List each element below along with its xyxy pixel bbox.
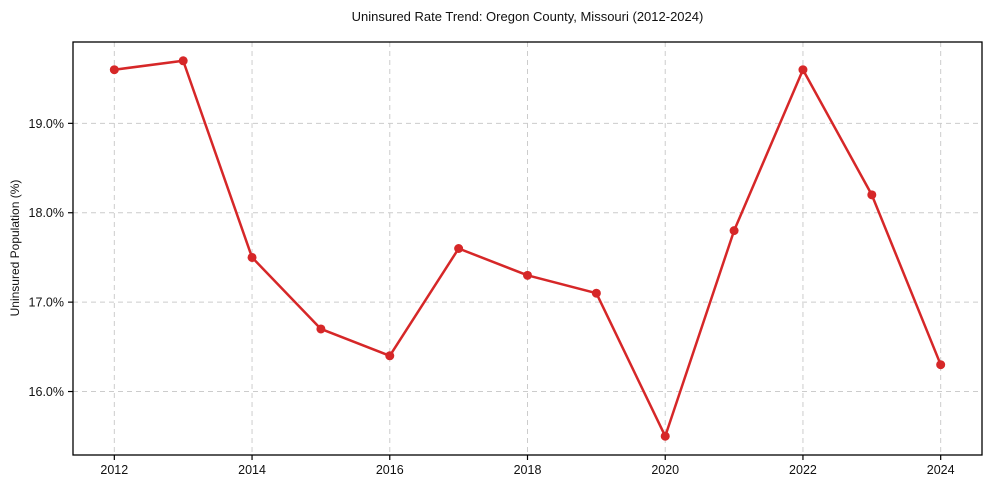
x-tick-label: 2016 [376,463,404,477]
data-point-marker [178,56,188,66]
chart-title: Uninsured Rate Trend: Oregon County, Mis… [351,9,704,24]
y-tick-label: 18.0% [29,206,64,220]
data-point-marker [798,65,808,75]
x-tick-label: 2014 [238,463,266,477]
x-tick-label: 2018 [514,463,542,477]
y-tick-label: 16.0% [29,385,64,399]
data-point-marker [109,65,119,75]
y-tick-label: 17.0% [29,296,64,310]
data-point-marker [729,226,739,236]
x-tick-label: 2012 [100,463,128,477]
data-point-marker [523,270,532,280]
y-tick-label: 19.0% [29,117,64,131]
data-point-marker [316,324,326,334]
data-point-marker [591,288,601,298]
data-point-marker [867,190,877,200]
x-tick-label: 2024 [927,463,955,477]
data-point-marker [660,431,670,441]
data-point-marker [247,252,257,262]
x-tick-label: 2020 [651,463,679,477]
x-tick-label: 2022 [789,463,817,477]
data-point-marker [454,244,464,253]
data-point-marker [936,360,946,370]
data-point-marker [385,351,395,361]
